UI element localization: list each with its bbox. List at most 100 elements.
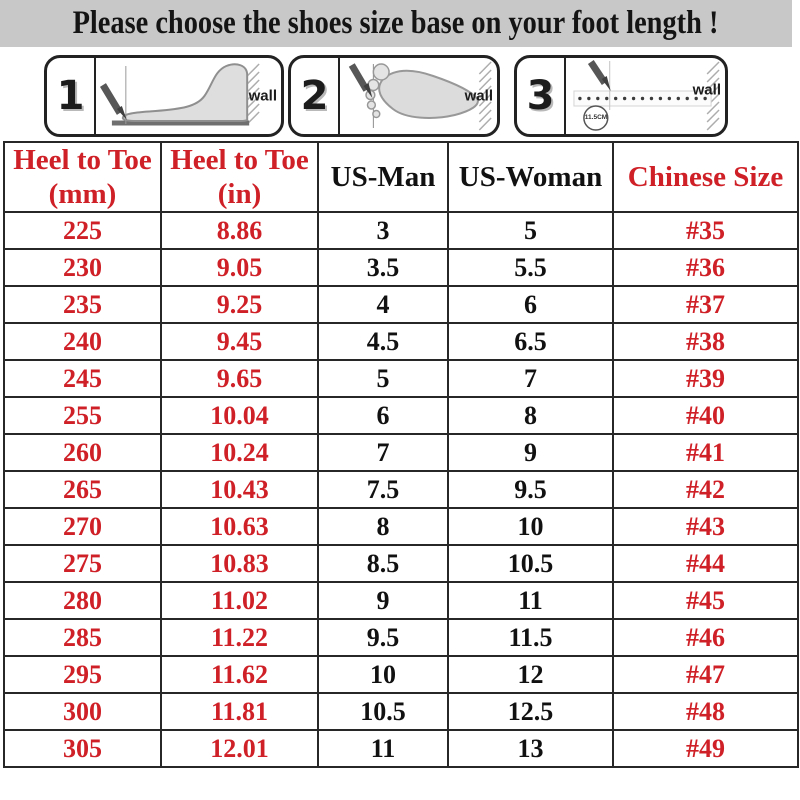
table-cell: 11.81 [160, 692, 319, 732]
table-cell: 240 [3, 322, 162, 362]
table-cell: 280 [3, 581, 162, 621]
table-cell: 9.5 [447, 470, 614, 510]
table-row: 230 9.05 3.5 5.5 #36 [3, 248, 799, 288]
size-table-header: Heel to Toe (mm) Heel to Toe (in) US-Man US-W… [3, 140, 799, 214]
table-cell: 270 [3, 507, 162, 547]
table-cell: 260 [3, 433, 162, 473]
table-cell: 305 [3, 729, 162, 769]
wall-label: wall [464, 87, 493, 105]
table-cell: 3 [317, 211, 449, 251]
table-cell: 6.5 [447, 322, 614, 362]
step-1-number: 1 [47, 58, 96, 134]
table-cell: #35 [612, 211, 799, 251]
table-cell: 7.5 [317, 470, 449, 510]
column-header: US-Man [317, 140, 449, 214]
table-cell: 300 [3, 692, 162, 732]
table-cell: 11 [317, 729, 449, 769]
table-row: 280 11.02 9 11 #45 [3, 581, 799, 621]
table-cell: 7 [447, 359, 614, 399]
table-cell: 10.24 [160, 433, 319, 473]
step-2-box: 2 wall [288, 55, 500, 137]
table-row: 270 10.63 8 10 #43 [3, 507, 799, 547]
size-table-body: 225 8.86 3 5 #35 230 9.05 3.5 5.5 #36 235 9.25 4 6 #37… [3, 211, 799, 769]
table-row: 245 9.65 5 7 #39 [3, 359, 799, 399]
title-banner: Please choose the shoes size base on you… [0, 0, 792, 47]
table-cell: 10.83 [160, 544, 319, 584]
table-row: 235 9.25 4 6 #37 [3, 285, 799, 325]
table-cell: 6 [317, 396, 449, 436]
table-row: 295 11.62 10 12 #47 [3, 655, 799, 695]
wall-label: wall [692, 81, 721, 99]
table-cell: 285 [3, 618, 162, 658]
column-header: US-Woman [447, 140, 614, 214]
footprint-drawing [348, 61, 492, 131]
table-cell: 9.65 [160, 359, 319, 399]
table-cell: #44 [612, 544, 799, 584]
table-row: 300 11.81 10.5 12.5 #48 [3, 692, 799, 732]
table-cell: 245 [3, 359, 162, 399]
size-table: Heel to Toe (mm) Heel to Toe (in) US-Man US-W… [3, 140, 799, 769]
table-cell: #39 [612, 359, 799, 399]
table-cell: 12 [447, 655, 614, 695]
wall-label: wall [248, 87, 277, 105]
header-row: Heel to Toe (mm) Heel to Toe (in) US-Man US-W… [3, 140, 799, 214]
table-cell: 9.25 [160, 285, 319, 325]
table-row: 255 10.04 6 8 #40 [3, 396, 799, 436]
table-cell: 275 [3, 544, 162, 584]
table-cell: 9.05 [160, 248, 319, 288]
foot-top-view-illustration: wall [340, 58, 497, 134]
table-cell: 10.63 [160, 507, 319, 547]
measurement-note: 11.5CM [584, 114, 608, 121]
step-3-number: 3 [517, 58, 566, 134]
table-cell: 11 [447, 581, 614, 621]
table-cell: 255 [3, 396, 162, 436]
table-cell: 10.5 [317, 692, 449, 732]
table-row: 225 8.86 3 5 #35 [3, 211, 799, 251]
table-cell: 11.22 [160, 618, 319, 658]
table-cell: #42 [612, 470, 799, 510]
table-cell: 9.45 [160, 322, 319, 362]
table-cell: 5 [447, 211, 614, 251]
measuring-line-illustration: 11.5CM wall [566, 58, 725, 134]
measuring-line-drawing [573, 60, 720, 131]
table-cell: #38 [612, 322, 799, 362]
table-cell: #43 [612, 507, 799, 547]
table-cell: 11.5 [447, 618, 614, 658]
foot-side-view-drawing [99, 63, 260, 126]
table-cell: 12.01 [160, 729, 319, 769]
table-cell: 6 [447, 285, 614, 325]
table-cell: 10 [317, 655, 449, 695]
table-cell: 225 [3, 211, 162, 251]
table-row: 240 9.45 4.5 6.5 #38 [3, 322, 799, 362]
table-cell: 7 [317, 433, 449, 473]
table-cell: #40 [612, 396, 799, 436]
table-cell: 265 [3, 470, 162, 510]
table-cell: 12.5 [447, 692, 614, 732]
table-cell: 11.62 [160, 655, 319, 695]
table-cell: #46 [612, 618, 799, 658]
table-cell: 10.04 [160, 396, 319, 436]
table-row: 305 12.01 11 13 #49 [3, 729, 799, 769]
table-cell: 11.02 [160, 581, 319, 621]
table-cell: #41 [612, 433, 799, 473]
table-cell: 9 [447, 433, 614, 473]
table-cell: #48 [612, 692, 799, 732]
table-cell: 5.5 [447, 248, 614, 288]
table-row: 260 10.24 7 9 #41 [3, 433, 799, 473]
table-cell: 8 [317, 507, 449, 547]
step-3-box: 3 [514, 55, 728, 137]
table-cell: 10.43 [160, 470, 319, 510]
table-cell: 4 [317, 285, 449, 325]
column-header: Heel to Toe (in) [160, 140, 319, 214]
foot-side-view-illustration: wall [96, 58, 281, 134]
table-cell: 3.5 [317, 248, 449, 288]
page-title: Please choose the shoes size base on you… [73, 5, 719, 41]
column-header: Heel to Toe (mm) [3, 140, 162, 214]
table-cell: 9 [317, 581, 449, 621]
table-cell: 230 [3, 248, 162, 288]
step-1-box: 1 wall [44, 55, 284, 137]
table-cell: #47 [612, 655, 799, 695]
table-cell: 10.5 [447, 544, 614, 584]
table-cell: 10 [447, 507, 614, 547]
column-header: Chinese Size [612, 140, 799, 214]
